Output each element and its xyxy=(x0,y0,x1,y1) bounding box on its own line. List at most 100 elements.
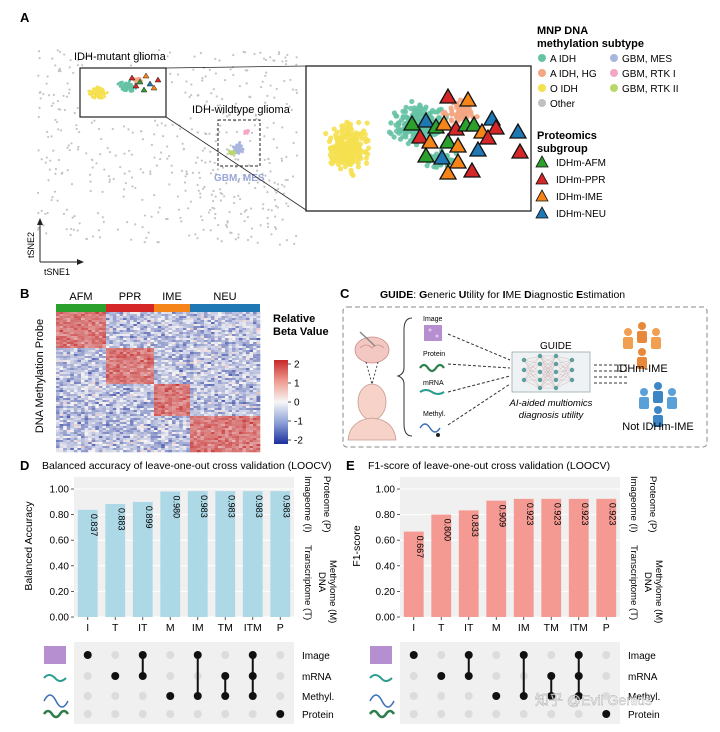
heatmap-cell xyxy=(106,390,110,393)
other-sample-point xyxy=(45,232,48,235)
heatmap-cell xyxy=(161,404,166,407)
heatmap-cell xyxy=(84,346,89,349)
heatmap-cell xyxy=(246,364,250,367)
heatmap-cell xyxy=(239,342,243,345)
heatmap-cell xyxy=(123,346,127,349)
other-sample-point xyxy=(196,237,199,240)
heatmap-cell xyxy=(70,312,75,315)
heatmap-cell xyxy=(88,378,93,381)
heatmap-cell xyxy=(186,422,191,425)
heatmap-cell xyxy=(123,334,127,337)
heatmap-cell xyxy=(106,374,110,377)
heatmap-cell xyxy=(221,320,226,323)
other-sample-point xyxy=(166,145,169,148)
heatmap-cell xyxy=(136,372,141,375)
heatmap-cell xyxy=(88,336,93,339)
heatmap-cell xyxy=(66,318,71,321)
heatmap-cell xyxy=(143,412,148,415)
heatmap-cell xyxy=(200,380,205,383)
other-sample-point xyxy=(54,172,57,175)
heatmap-cell xyxy=(161,326,166,329)
other-sample-point xyxy=(219,191,222,195)
heatmap-cell xyxy=(119,330,124,333)
heatmap-cell xyxy=(246,332,250,335)
other-sample-point xyxy=(267,225,270,229)
heatmap-cell xyxy=(182,396,187,399)
heatmap-cell xyxy=(102,390,107,393)
heatmap-cell xyxy=(88,436,93,439)
heatmap-cell xyxy=(109,360,114,363)
heatmap-cell xyxy=(143,420,148,423)
heatmap-cell xyxy=(182,362,187,365)
heatmap-cell xyxy=(112,364,117,367)
heatmap-cell xyxy=(164,354,169,357)
heatmap-cell xyxy=(242,406,247,409)
other-sample-point xyxy=(67,144,70,147)
heatmap-cell xyxy=(186,406,191,409)
heatmap-cell xyxy=(133,394,138,397)
heatmap-cell xyxy=(133,444,138,447)
other-sample-point xyxy=(159,151,163,154)
heatmap-cell xyxy=(186,388,191,391)
other-sample-point xyxy=(293,242,296,245)
heatmap-cell xyxy=(140,322,145,325)
heatmap-cell xyxy=(59,352,64,355)
heatmap-cell xyxy=(214,320,219,323)
heatmap-cell xyxy=(179,370,184,373)
heatmap-cell xyxy=(102,422,107,425)
heatmap-cell xyxy=(59,314,64,317)
heatmap-cell xyxy=(228,352,233,355)
heatmap-cell xyxy=(133,372,138,375)
heatmap-cell xyxy=(147,344,151,347)
heatmap-cell xyxy=(200,368,205,371)
heatmap-cell xyxy=(77,410,82,413)
heatmap-cell xyxy=(126,372,131,375)
heatmap-cell xyxy=(197,344,201,347)
heatmap-cell xyxy=(102,332,107,335)
heatmap-cell xyxy=(112,384,117,387)
other-sample-point xyxy=(37,226,40,230)
heatmap-cell xyxy=(249,348,254,351)
heatmap-cell xyxy=(95,354,100,357)
heatmap-cell xyxy=(123,364,127,367)
heatmap-cell xyxy=(193,392,198,395)
heatmap-cell xyxy=(197,342,201,345)
heatmap-cell xyxy=(119,324,124,327)
heatmap-cell xyxy=(235,340,240,343)
heatmap-cell xyxy=(193,376,198,379)
heatmap-cell xyxy=(81,428,85,431)
heatmap-cell xyxy=(91,378,96,381)
heatmap-cell xyxy=(119,450,124,453)
other-sample-point xyxy=(229,231,232,234)
heatmap-cell xyxy=(59,408,64,411)
heatmap-cell xyxy=(112,444,117,447)
heatmap-cell xyxy=(63,332,68,335)
heatmap-cell xyxy=(182,432,187,435)
heatmap-cell xyxy=(84,386,89,389)
heatmap-cell xyxy=(225,354,229,357)
heatmap-cell xyxy=(84,368,89,371)
heatmap-cell xyxy=(56,344,60,347)
heatmap-cell xyxy=(95,426,100,429)
heatmap-cell xyxy=(112,432,117,435)
other-sample-point xyxy=(225,148,229,151)
heatmap-cell xyxy=(172,382,176,385)
heatmap-cell xyxy=(211,330,215,333)
heatmap-cell xyxy=(91,426,96,429)
heatmap-cell xyxy=(109,410,114,413)
other-sample-point xyxy=(295,131,298,134)
heatmap-cell xyxy=(106,400,110,403)
heatmap-cell xyxy=(211,378,215,381)
heatmap-cell xyxy=(214,312,219,315)
heatmap-cell xyxy=(98,352,103,355)
heatmap-cell xyxy=(81,430,85,433)
heatmap-cell xyxy=(102,382,107,385)
heatmap-cell xyxy=(256,392,261,395)
heatmap-cell xyxy=(73,388,78,391)
heatmap-cell xyxy=(84,364,89,367)
other-sample-point xyxy=(76,106,79,110)
subtype-sample-point xyxy=(400,108,406,114)
heatmap-cell xyxy=(143,370,148,373)
heatmap-cell xyxy=(256,312,261,315)
heatmap-cell xyxy=(119,372,124,375)
